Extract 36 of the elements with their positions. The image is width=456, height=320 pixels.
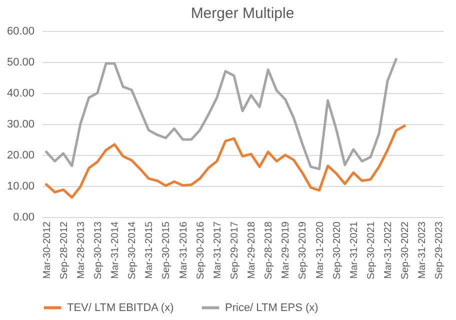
x-tick-label: Sep-30-2016	[195, 221, 206, 280]
x-tick-label: Mar-31-2020	[314, 221, 326, 279]
x-tick-label: Mar-31-2023	[417, 221, 428, 279]
x-tick-label: Sep-30-2014	[127, 221, 138, 280]
legend-label: TEV/ LTM EBITDA (x)	[67, 302, 174, 314]
x-tick-label: Sep-28-2012	[58, 221, 70, 280]
line-series	[45, 58, 398, 170]
x-tick-label: Mar-31-2021	[348, 221, 360, 279]
x-tick-label: Mar-30-2012	[42, 221, 53, 279]
y-tick-label: 50.00	[6, 56, 34, 68]
x-tick-label: Mar-29-2018	[246, 221, 258, 279]
line-series	[45, 124, 406, 199]
x-tick-label: Sep-30-2015	[161, 221, 172, 280]
x-tick-label: Mar-31-2017	[212, 221, 224, 279]
x-tick-label: Sep-30-2022	[400, 221, 412, 280]
y-tick-label: 10.00	[6, 180, 34, 192]
x-tick-label: Mar-31-2022	[383, 221, 394, 279]
x-tick-label: Mar-31-2016	[178, 221, 190, 279]
x-tick-label: Sep-30-2013	[92, 221, 104, 280]
x-tick-label: Sep-29-2017	[229, 221, 240, 280]
x-tick-label: Mar-31-2014	[110, 221, 122, 279]
y-tick-label: 20.00	[6, 150, 34, 162]
x-tick-label: Sep-28-2018	[264, 221, 275, 280]
x-tick-label: Mar-28-2013	[76, 221, 87, 279]
y-tick-label: 60.00	[6, 26, 34, 38]
x-tick-label: Sep-30-2021	[366, 221, 377, 280]
y-tick-label: 40.00	[6, 88, 34, 100]
y-tick-label: 0.00	[13, 212, 34, 224]
legend-label: Price/ LTM EPS (x)	[225, 302, 318, 314]
x-tick-label: Sep-30-2019	[298, 221, 309, 280]
x-tick-label: Sep-29-2023	[434, 221, 446, 280]
x-tick-label: Mar-31-2015	[144, 221, 156, 279]
chart-title: Merger Multiple	[190, 5, 294, 22]
x-tick-label: Mar-29-2019	[280, 221, 292, 279]
y-tick-label: 30.00	[6, 118, 34, 130]
x-tick-label: Sep-30-2020	[332, 221, 343, 280]
